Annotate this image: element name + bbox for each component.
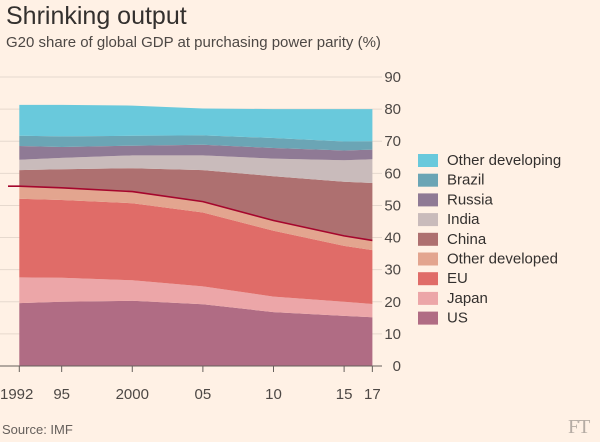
y-tick-label: 80 (384, 101, 401, 118)
x-tick-label: 17 (364, 386, 381, 403)
legend-swatch (418, 232, 438, 246)
area-other-developing (19, 104, 373, 142)
area-eu (19, 198, 373, 304)
y-tick-label: 30 (384, 262, 401, 279)
legend-label: Brazil (447, 172, 485, 189)
y-tick-label: 90 (384, 69, 401, 86)
y-axis: 0 10 20 30 40 50 60 70 80 90 (384, 69, 401, 375)
y-tick-label: 40 (384, 230, 401, 247)
area-russia (19, 144, 373, 161)
legend-label: Other developed (447, 251, 558, 268)
y-tick-label: 0 (393, 358, 401, 375)
y-tick-label: 20 (384, 294, 401, 311)
total-line (8, 185, 373, 242)
area-us (19, 300, 373, 366)
legend-swatch (418, 311, 438, 325)
area-japan (19, 277, 373, 318)
legend-swatch (418, 252, 438, 266)
legend-label: Russia (447, 191, 494, 208)
legend-label: India (447, 211, 480, 228)
chart-subtitle: G20 share of global GDP at purchasing po… (6, 34, 381, 51)
legend-swatch (418, 213, 438, 227)
legend: Other developing Brazil Russia India China Ot… (418, 152, 561, 327)
y-tick-label: 60 (384, 165, 401, 182)
brand-logo: FT (568, 416, 590, 438)
x-axis: 1992 95 2000 05 10 15 17 (0, 365, 382, 403)
legend-swatch (418, 193, 438, 207)
x-tick-label: 05 (195, 386, 212, 403)
legend-label: Other developing (447, 152, 561, 169)
y-tick-label: 70 (384, 133, 401, 150)
area-brazil (19, 135, 373, 151)
x-tick-label: 95 (53, 386, 70, 403)
legend-label: US (447, 310, 468, 327)
source-note: Source: IMF (2, 422, 73, 437)
legend-label: Japan (447, 290, 488, 307)
x-tick-label: 10 (265, 386, 282, 403)
developed-total-line (8, 185, 373, 242)
chart-title: Shrinking output (6, 2, 187, 30)
area-other-developed (19, 186, 373, 251)
legend-label: China (447, 231, 487, 248)
x-tick-label: 15 (336, 386, 353, 403)
area-series (19, 104, 373, 366)
x-tick-label: 1992 (0, 386, 33, 403)
x-tick-label: 2000 (116, 386, 149, 403)
y-tick-label: 50 (384, 197, 401, 214)
y-tick-label: 10 (384, 326, 401, 343)
legend-swatch (418, 272, 438, 286)
legend-label: EU (447, 270, 468, 287)
legend-swatch (418, 291, 438, 305)
legend-swatch (418, 173, 438, 187)
legend-swatch (418, 154, 438, 167)
area-india (19, 155, 373, 183)
